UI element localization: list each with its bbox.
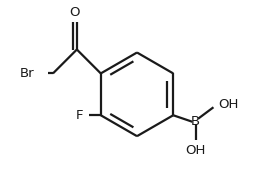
Text: Br: Br <box>20 67 34 80</box>
Text: OH: OH <box>185 144 206 157</box>
Text: F: F <box>75 109 83 122</box>
Text: OH: OH <box>218 98 238 111</box>
Text: B: B <box>191 115 200 128</box>
Text: O: O <box>70 6 80 19</box>
